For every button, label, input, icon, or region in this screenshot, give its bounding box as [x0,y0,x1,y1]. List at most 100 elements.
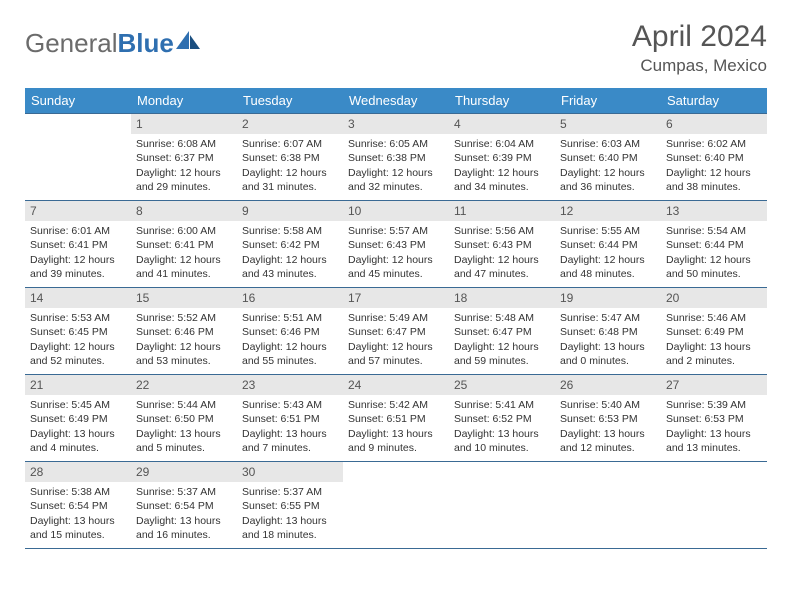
day-number: 13 [661,201,767,221]
sunrise-line: Sunrise: 5:41 AM [454,398,550,412]
week-row: 7Sunrise: 6:01 AMSunset: 6:41 PMDaylight… [25,201,767,288]
daylight-line: and 31 minutes. [242,180,338,194]
daylight-line: and 36 minutes. [560,180,656,194]
daylight-line: Daylight: 13 hours [30,427,126,441]
sunrise-line: Sunrise: 5:42 AM [348,398,444,412]
day-number: 3 [343,114,449,134]
daylight-line: and 39 minutes. [30,267,126,281]
sunset-line: Sunset: 6:49 PM [666,325,762,339]
day-number: 19 [555,288,661,308]
day-number: 7 [25,201,131,221]
sunrise-line: Sunrise: 5:37 AM [136,485,232,499]
day-number: 30 [237,462,343,482]
sunset-line: Sunset: 6:54 PM [136,499,232,513]
day-number: 26 [555,375,661,395]
day-number: 15 [131,288,237,308]
sail-icon [176,29,202,56]
daylight-line: and 47 minutes. [454,267,550,281]
daylight-line: and 41 minutes. [136,267,232,281]
sunset-line: Sunset: 6:47 PM [454,325,550,339]
daylight-line: Daylight: 12 hours [30,340,126,354]
sunrise-line: Sunrise: 6:03 AM [560,137,656,151]
sunset-line: Sunset: 6:38 PM [348,151,444,165]
sunset-line: Sunset: 6:50 PM [136,412,232,426]
day-cell [449,462,555,549]
day-number: 24 [343,375,449,395]
sunset-line: Sunset: 6:43 PM [348,238,444,252]
week-row: 14Sunrise: 5:53 AMSunset: 6:45 PMDayligh… [25,288,767,375]
day-number: 1 [131,114,237,134]
sunset-line: Sunset: 6:42 PM [242,238,338,252]
sunset-line: Sunset: 6:38 PM [242,151,338,165]
sunrise-line: Sunrise: 6:08 AM [136,137,232,151]
day-cell: 12Sunrise: 5:55 AMSunset: 6:44 PMDayligh… [555,201,661,288]
sunset-line: Sunset: 6:45 PM [30,325,126,339]
sunset-line: Sunset: 6:46 PM [136,325,232,339]
day-number: 21 [25,375,131,395]
sunset-line: Sunset: 6:39 PM [454,151,550,165]
day-cell: 14 Sunrise: 5:53 AMSunset: 6:45 PMDayligh… [25,288,131,375]
sunset-line: Sunset: 6:43 PM [454,238,550,252]
sunrise-line: Sunrise: 6:00 AM [136,224,232,238]
sunrise-line: Sunrise: 6:04 AM [454,137,550,151]
day-number: 14 [25,288,131,308]
daylight-line: Daylight: 12 hours [30,253,126,267]
sunset-line: Sunset: 6:51 PM [242,412,338,426]
day-number: 25 [449,375,555,395]
day-cell: 21Sunrise: 5:45 AMSunset: 6:49 PMDayligh… [25,375,131,462]
sunrise-line: Sunrise: 5:56 AM [454,224,550,238]
title-block: April 2024 Cumpas, Mexico [632,20,767,76]
day-cell: 10Sunrise: 5:57 AMSunset: 6:43 PMDayligh… [343,201,449,288]
day-cell: 26Sunrise: 5:40 AMSunset: 6:53 PMDayligh… [555,375,661,462]
daylight-line: Daylight: 12 hours [242,340,338,354]
daylight-line: Daylight: 12 hours [136,253,232,267]
day-number: 22 [131,375,237,395]
day-cell: 27Sunrise: 5:39 AMSunset: 6:53 PMDayligh… [661,375,767,462]
day-cell: 11Sunrise: 5:56 AMSunset: 6:43 PMDayligh… [449,201,555,288]
day-cell: 30Sunrise: 5:37 AMSunset: 6:55 PMDayligh… [237,462,343,549]
daylight-line: and 52 minutes. [30,354,126,368]
day-cell: 5Sunrise: 6:03 AMSunset: 6:40 PMDaylight… [555,114,661,201]
day-number: 23 [237,375,343,395]
day-cell: 25Sunrise: 5:41 AMSunset: 6:52 PMDayligh… [449,375,555,462]
dow-sunday: Sunday [25,88,131,114]
sunset-line: Sunset: 6:40 PM [560,151,656,165]
daylight-line: and 4 minutes. [30,441,126,455]
sunrise-line: Sunrise: 5:45 AM [30,398,126,412]
day-cell: 3Sunrise: 6:05 AMSunset: 6:38 PMDaylight… [343,114,449,201]
week-row: 21Sunrise: 5:45 AMSunset: 6:49 PMDayligh… [25,375,767,462]
day-number: 16 [237,288,343,308]
sunset-line: Sunset: 6:52 PM [454,412,550,426]
day-number: 28 [25,462,131,482]
day-cell: 16Sunrise: 5:51 AMSunset: 6:46 PMDayligh… [237,288,343,375]
sunrise-line: Sunrise: 6:07 AM [242,137,338,151]
days-of-week-row: Sunday Monday Tuesday Wednesday Thursday… [25,88,767,114]
daylight-line: and 0 minutes. [560,354,656,368]
daylight-line: Daylight: 13 hours [560,427,656,441]
dow-friday: Friday [555,88,661,114]
daylight-line: Daylight: 12 hours [242,166,338,180]
day-cell [661,462,767,549]
daylight-line: and 9 minutes. [348,441,444,455]
day-cell [555,462,661,549]
brand-part2: Blue [118,28,174,58]
sunrise-line: Sunrise: 5:39 AM [666,398,762,412]
sunset-line: Sunset: 6:41 PM [136,238,232,252]
sunrise-line: Sunrise: 6:02 AM [666,137,762,151]
brand-name: GeneralBlue [25,28,174,59]
day-cell: 24Sunrise: 5:42 AMSunset: 6:51 PMDayligh… [343,375,449,462]
daylight-line: and 55 minutes. [242,354,338,368]
dow-monday: Monday [131,88,237,114]
day-cell: 13Sunrise: 5:54 AMSunset: 6:44 PMDayligh… [661,201,767,288]
daylight-line: Daylight: 13 hours [666,427,762,441]
sunrise-line: Sunrise: 5:53 AM [30,311,126,325]
sunset-line: Sunset: 6:41 PM [30,238,126,252]
day-cell: 28Sunrise: 5:38 AMSunset: 6:54 PMDayligh… [25,462,131,549]
daylight-line: and 59 minutes. [454,354,550,368]
sunset-line: Sunset: 6:54 PM [30,499,126,513]
daylight-line: Daylight: 12 hours [454,340,550,354]
daylight-line: Daylight: 13 hours [30,514,126,528]
daylight-line: Daylight: 13 hours [560,340,656,354]
sunrise-line: Sunrise: 5:43 AM [242,398,338,412]
daylight-line: and 45 minutes. [348,267,444,281]
